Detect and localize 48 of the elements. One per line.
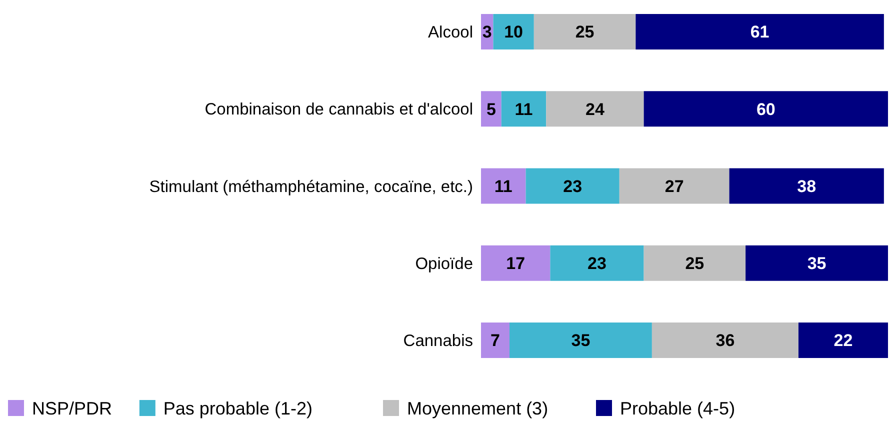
bar — [481, 168, 526, 204]
bar — [636, 14, 884, 50]
data-label: 11 — [494, 176, 512, 196]
data-label: 60 — [756, 100, 776, 119]
bar — [619, 168, 730, 204]
data-label: 3 — [482, 22, 492, 42]
data-label: 27 — [664, 176, 684, 196]
data-label: 7 — [490, 331, 500, 350]
bar — [729, 168, 884, 204]
y-tick-label: Cannabis — [403, 332, 473, 350]
legend-label: NSP/PDR — [32, 398, 112, 418]
data-label: 10 — [504, 22, 524, 42]
data-label: 23 — [563, 176, 582, 196]
data-label: 35 — [571, 331, 590, 350]
bar — [546, 91, 644, 127]
bar — [526, 168, 620, 204]
data-label: 61 — [750, 22, 770, 42]
data-label: 23 — [588, 254, 606, 274]
y-tick-label: Stimulant (méthamphétamine, cocaïne, etc.) — [149, 178, 473, 196]
y-tick-label: Alcool — [428, 24, 473, 42]
bar — [481, 91, 502, 127]
data-label: 25 — [685, 254, 704, 274]
bar — [501, 91, 546, 127]
y-tick-label: Opioïde — [415, 254, 473, 273]
data-label: 36 — [716, 331, 735, 350]
bar — [550, 245, 644, 281]
data-label: 24 — [586, 100, 605, 119]
bar — [534, 14, 636, 50]
bar — [746, 245, 888, 281]
y-tick-label: Combinaison de cannabis et d'alcool — [204, 100, 473, 119]
data-label: 25 — [575, 22, 594, 42]
legend-label: Pas probable (1-2) — [163, 398, 312, 418]
legend-label: Moyennement (3) — [407, 398, 548, 418]
data-label: 5 — [486, 100, 496, 119]
bar — [481, 245, 550, 281]
data-label: 22 — [834, 331, 853, 350]
bar — [644, 245, 746, 281]
data-label: 38 — [797, 176, 816, 196]
legend-label: Probable (4-5) — [620, 398, 736, 418]
data-label: 17 — [506, 254, 526, 274]
bar — [644, 91, 888, 127]
data-label: 11 — [514, 100, 533, 119]
data-label: 35 — [807, 254, 826, 274]
bar — [652, 322, 798, 358]
bar — [481, 322, 510, 358]
bar — [509, 322, 652, 358]
bar — [798, 322, 888, 358]
bar — [493, 14, 534, 50]
